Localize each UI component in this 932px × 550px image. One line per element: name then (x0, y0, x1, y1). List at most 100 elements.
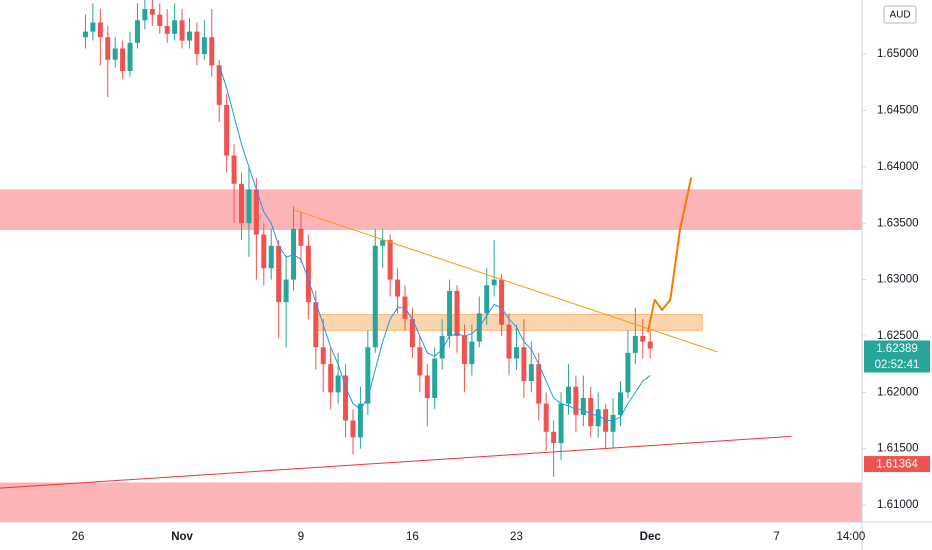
candle-body (172, 20, 178, 34)
candle-body (209, 37, 215, 66)
candle-body (417, 347, 423, 376)
candle-body (201, 37, 207, 55)
last-price-label: 1.62389 (876, 343, 918, 355)
candle-body (105, 37, 111, 60)
candle-body (521, 347, 527, 382)
y-tick-label: 1.64500 (877, 105, 919, 117)
candle-body (632, 335, 638, 353)
candle-body (640, 335, 646, 342)
countdown-label: 02:52:41 (875, 359, 920, 371)
candle-body (447, 290, 453, 336)
candle-body (551, 431, 557, 444)
candle-body (432, 358, 438, 398)
candle-body (439, 335, 445, 359)
x-tick-label: Nov (171, 531, 193, 543)
candle-body (97, 22, 103, 38)
candle-body (491, 279, 497, 286)
line-price-label-bg (864, 456, 930, 473)
y-tick-label: 1.62000 (877, 386, 919, 398)
candle-body (164, 25, 170, 34)
candle-body (424, 375, 430, 398)
line-price-label: 1.61364 (876, 459, 918, 471)
candle-body (276, 245, 282, 303)
candle-body (499, 279, 505, 325)
candle-body (186, 31, 192, 41)
candle-body (469, 341, 475, 365)
candle-body (149, 9, 155, 15)
candle-body (513, 347, 519, 359)
candle-body (528, 364, 534, 382)
candle-body (343, 375, 349, 421)
x-tick-label: Dec (640, 531, 662, 543)
projection-path (646, 177, 693, 333)
x-tick-label: 16 (406, 531, 419, 543)
candle-body (305, 245, 311, 303)
candle-body (595, 409, 601, 427)
candle-body (246, 189, 252, 224)
candle-body (536, 364, 542, 404)
currency-label: AUD (889, 10, 910, 21)
candle-body (283, 279, 289, 303)
zone (0, 482, 862, 522)
zone (0, 189, 862, 230)
candle-body (357, 403, 363, 438)
candle-body (127, 42, 133, 72)
candle-body (157, 14, 163, 26)
candle-body (298, 228, 304, 246)
candle-body (409, 319, 415, 348)
x-tick-label: 7 (773, 531, 779, 543)
candle-body (588, 397, 594, 427)
countdown-label-bg (864, 356, 930, 373)
candle-body (365, 347, 371, 404)
trend-line (0, 435, 792, 489)
candle-body (380, 240, 386, 246)
candle-body (216, 65, 222, 105)
y-tick-label: 1.62500 (877, 330, 919, 342)
candle-body (350, 420, 356, 438)
candle-body (224, 104, 230, 156)
candle-body (291, 228, 297, 280)
candle-body (231, 155, 237, 184)
candle-body (328, 364, 334, 393)
candle-body (179, 20, 185, 41)
y-tick-label: 1.64000 (877, 161, 919, 173)
candle-body (261, 234, 267, 269)
x-tick-label: 14:00 (836, 531, 865, 543)
candle-body (387, 240, 393, 280)
y-tick-label: 1.63500 (877, 217, 919, 229)
y-tick-label: 1.65000 (877, 48, 919, 60)
x-tick-label: 26 (72, 531, 85, 543)
candle-body (90, 22, 96, 32)
plot-area (0, 0, 862, 522)
candle-body (461, 335, 467, 365)
candle-body (395, 279, 401, 297)
x-tick-label: 9 (298, 531, 304, 543)
candle-body (335, 375, 341, 393)
candle-body (134, 20, 140, 43)
candle-body (268, 245, 274, 269)
y-tick-label: 1.61000 (877, 499, 919, 511)
x-tick-label: 23 (510, 531, 523, 543)
candle-body (194, 31, 200, 55)
trend-line (293, 209, 718, 353)
last-price-label-bg (864, 340, 930, 357)
candle-body (506, 324, 512, 359)
candle-body (253, 189, 259, 235)
candle-body (82, 31, 88, 38)
candle-body (372, 245, 378, 348)
candle-body (558, 403, 564, 444)
candle-body (142, 9, 148, 21)
candle-body (610, 414, 616, 432)
candle-body (313, 302, 319, 348)
candle-body (647, 341, 653, 349)
candle-body (580, 397, 586, 415)
candle-body (320, 347, 326, 365)
candle-body (625, 352, 631, 393)
candle-body (617, 392, 623, 415)
y-tick-label: 1.61500 (877, 443, 919, 455)
candle-body (112, 48, 118, 60)
candle-body (565, 386, 571, 404)
candle-body (120, 48, 126, 72)
